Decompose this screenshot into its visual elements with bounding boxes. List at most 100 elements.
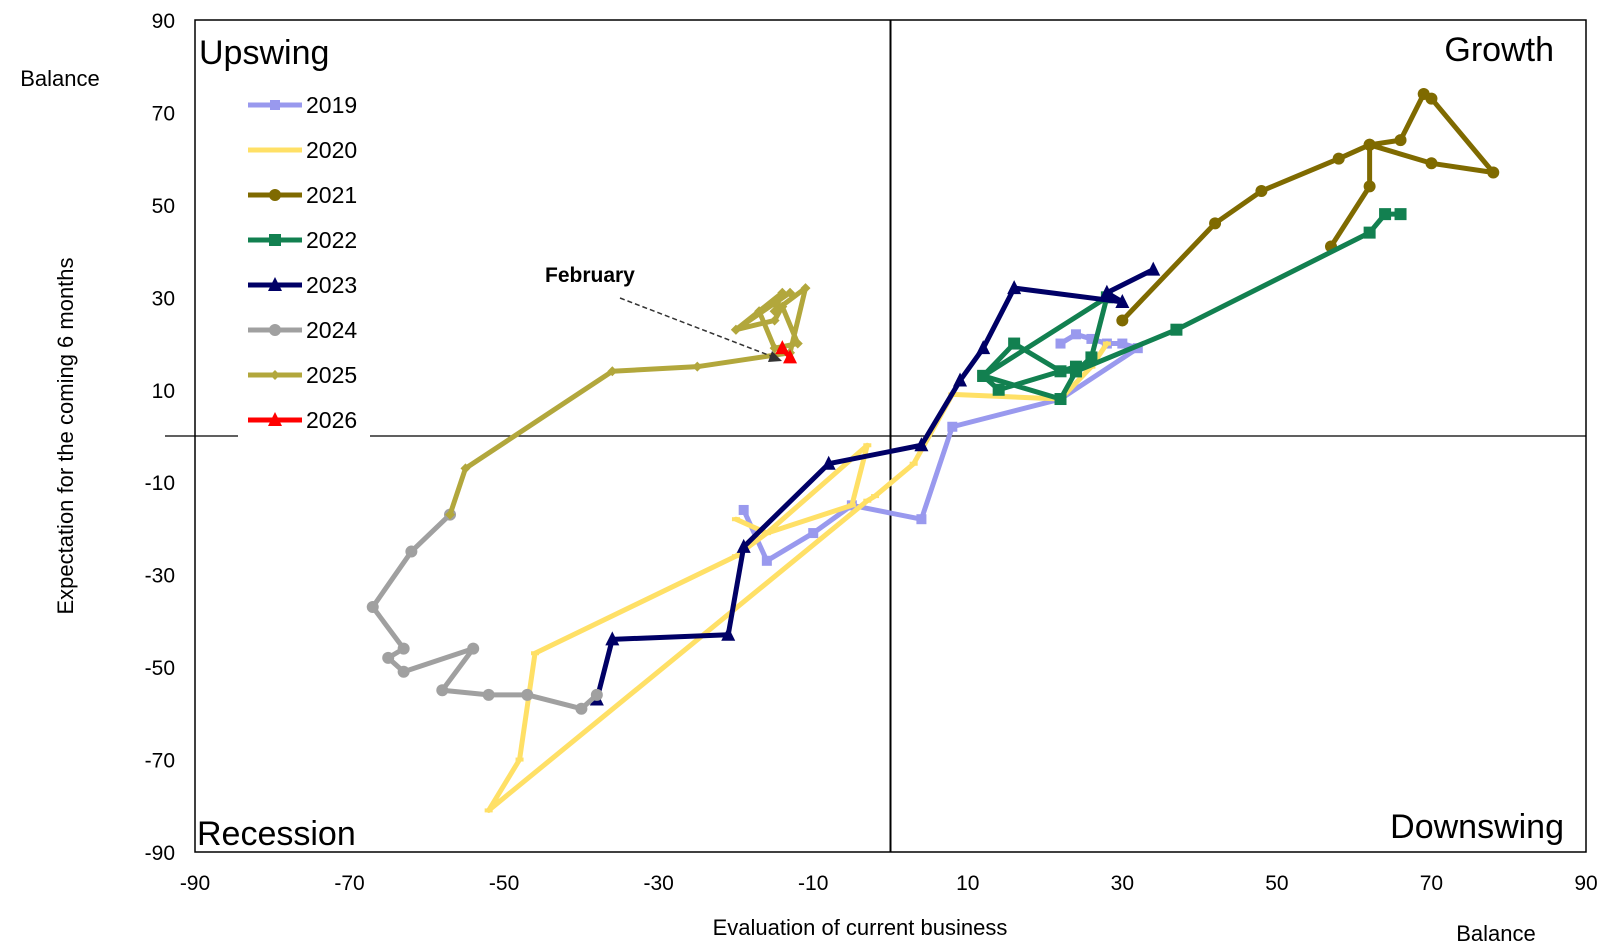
legend-item-2023: 2023 — [248, 272, 357, 298]
data-point — [762, 531, 771, 536]
y-tick-label: -10 — [145, 472, 175, 495]
data-point — [761, 555, 772, 566]
data-point — [916, 514, 927, 525]
data-point — [1146, 261, 1161, 276]
legend-label: 2021 — [306, 182, 357, 208]
data-point — [871, 494, 880, 499]
x-axis-unit: Balance — [1456, 921, 1536, 944]
data-point — [1379, 208, 1392, 221]
data-point — [1070, 329, 1081, 340]
legend-label: 2023 — [306, 272, 357, 298]
annotation-february: February — [545, 264, 635, 287]
data-point — [992, 383, 1005, 396]
data-point — [515, 757, 524, 762]
data-point — [271, 148, 279, 152]
data-point — [1363, 180, 1376, 193]
quadrant-growth: Growth — [1444, 31, 1554, 69]
y-tick-label: 10 — [152, 380, 175, 403]
data-point — [730, 324, 741, 335]
legend-label: 2022 — [306, 227, 357, 253]
data-point — [1425, 157, 1438, 170]
y-axis-ticks: 90 70 50 30 10 -10 -30 -50 -70 -90 — [145, 10, 175, 865]
x-tick-label: -70 — [334, 872, 364, 895]
data-point — [270, 370, 280, 380]
data-point — [467, 642, 480, 655]
x-tick-label: -30 — [643, 872, 673, 895]
data-point — [863, 443, 872, 448]
data-point — [436, 684, 449, 697]
data-point — [775, 340, 790, 355]
data-point — [1115, 293, 1130, 308]
legend-item-2026: 2026 — [248, 407, 357, 433]
data-point — [721, 626, 736, 641]
data-point — [1209, 217, 1222, 230]
series-line-2022 — [980, 211, 1404, 402]
data-point — [397, 642, 410, 655]
data-point — [521, 688, 534, 701]
data-point — [777, 301, 788, 312]
data-point — [792, 338, 803, 349]
series-line-2025 — [447, 285, 808, 518]
data-point — [1099, 284, 1114, 299]
quadrant-recession: Recession — [197, 815, 356, 853]
series-2024 — [366, 508, 603, 715]
y-tick-label: 70 — [152, 102, 175, 125]
legend-item-2022: 2022 — [248, 227, 357, 253]
data-point — [909, 461, 918, 466]
series-2026 — [775, 340, 798, 364]
series-2022 — [977, 208, 1407, 406]
data-point — [847, 503, 856, 508]
data-point — [914, 437, 929, 452]
data-point — [575, 702, 588, 715]
data-point — [1054, 393, 1067, 406]
data-point — [607, 366, 618, 377]
series-2023 — [589, 261, 1161, 706]
data-point — [769, 306, 780, 317]
data-point — [1116, 314, 1129, 327]
data-point — [1117, 338, 1128, 349]
data-point — [1332, 152, 1345, 165]
series-line-2024 — [370, 512, 600, 712]
data-point — [366, 601, 379, 614]
data-point — [1008, 337, 1021, 350]
data-point — [484, 808, 493, 813]
data-point — [1007, 280, 1022, 295]
data-point — [1086, 333, 1097, 344]
data-point — [268, 277, 282, 291]
legend: 2019 2020 2021 2022 2023 2024 2025 2026 — [238, 82, 370, 442]
x-tick-label: 10 — [956, 872, 979, 895]
data-point — [531, 651, 540, 656]
y-tick-label: 50 — [152, 195, 175, 218]
legend-item-2025: 2025 — [248, 362, 357, 388]
series-line-2023 — [594, 267, 1156, 702]
data-point — [268, 412, 282, 426]
legend-background — [238, 82, 370, 442]
x-axis-title: Evaluation of current business — [713, 915, 1008, 940]
data-point — [736, 538, 751, 553]
x-tick-label: 90 — [1574, 872, 1597, 895]
x-tick-label: 30 — [1111, 872, 1134, 895]
legend-item-2021: 2021 — [248, 182, 357, 208]
y-tick-label: 30 — [152, 287, 175, 310]
data-point — [769, 315, 780, 326]
data-point — [947, 421, 958, 432]
y-axis-unit: Balance — [20, 66, 100, 91]
data-point — [953, 372, 968, 387]
data-point — [1055, 338, 1066, 349]
data-point — [269, 324, 281, 336]
data-point — [863, 498, 872, 503]
x-axis-ticks: -90 -70 -50 -30 -10 10 30 50 70 90 — [180, 872, 1598, 895]
legend-item-2024: 2024 — [248, 317, 357, 343]
data-point — [270, 100, 280, 110]
x-tick-label: -50 — [489, 872, 519, 895]
data-point — [1363, 226, 1376, 239]
data-point — [783, 349, 798, 364]
data-point — [692, 361, 703, 372]
data-point — [754, 306, 765, 317]
data-point — [731, 554, 740, 559]
data-point — [785, 287, 796, 298]
legend-item-2019: 2019 — [248, 92, 357, 118]
data-point — [976, 340, 991, 355]
quadrant-downswing: Downswing — [1390, 808, 1564, 846]
x-tick-label: -90 — [180, 872, 210, 895]
